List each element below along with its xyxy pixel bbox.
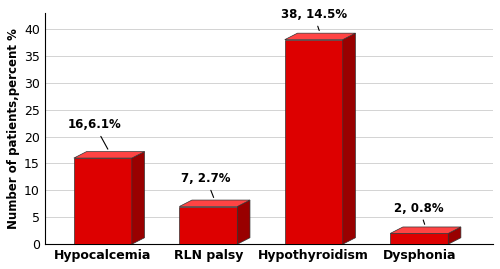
Polygon shape [285, 33, 356, 40]
Bar [180, 207, 238, 244]
Text: 16,6.1%: 16,6.1% [68, 118, 122, 149]
Bar [390, 233, 448, 244]
Text: 7, 2.7%: 7, 2.7% [182, 172, 231, 197]
Polygon shape [343, 33, 355, 244]
Polygon shape [180, 200, 250, 207]
Polygon shape [132, 152, 144, 244]
Text: 2, 0.8%: 2, 0.8% [394, 201, 444, 224]
Polygon shape [448, 227, 461, 244]
Y-axis label: Number of patients,percent %: Number of patients,percent % [7, 28, 20, 229]
Text: 38, 14.5%: 38, 14.5% [280, 8, 347, 31]
Polygon shape [390, 227, 461, 233]
Bar [285, 40, 343, 244]
Polygon shape [74, 152, 144, 158]
Bar [74, 158, 132, 244]
Polygon shape [238, 200, 250, 244]
